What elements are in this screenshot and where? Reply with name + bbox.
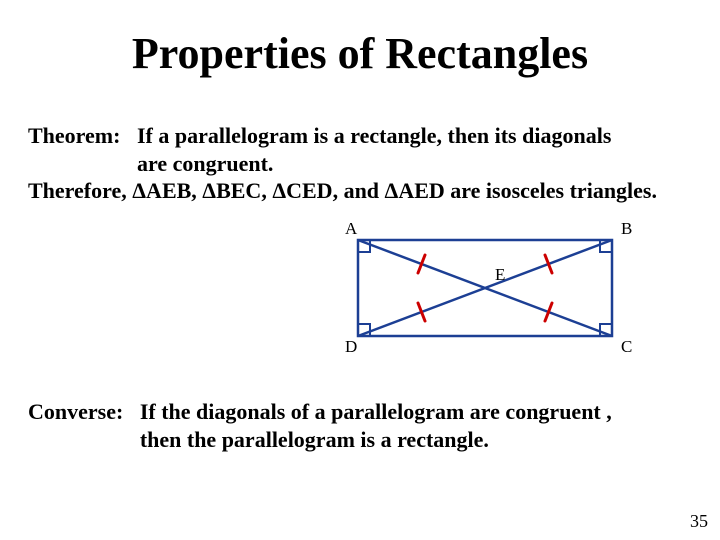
rectangle-diagram: A B C D E [330, 218, 640, 358]
theorem-line1: If a parallelogram is a rectangle, then … [137, 123, 611, 148]
therefore-line: Therefore, ΔAEB, ΔBEC, ΔCED, and ΔAED ar… [28, 178, 657, 203]
label-D: D [345, 337, 357, 356]
theorem-block: Theorem: If a parallelogram is a rectang… [28, 122, 700, 205]
converse-line2: then the parallelogram is a rectangle. [140, 427, 489, 452]
label-B: B [621, 219, 632, 238]
slide-title: Properties of Rectangles [0, 28, 720, 79]
converse-label: Converse: [28, 399, 123, 424]
label-C: C [621, 337, 632, 356]
page-number: 35 [690, 511, 708, 532]
label-E: E [495, 265, 505, 284]
converse-line1: If the diagonals of a parallelogram are … [140, 399, 612, 424]
converse-block: Converse: If the diagonals of a parallel… [28, 398, 700, 453]
label-A: A [345, 219, 358, 238]
theorem-line2: are congruent. [137, 151, 273, 176]
theorem-label: Theorem: [28, 123, 120, 148]
